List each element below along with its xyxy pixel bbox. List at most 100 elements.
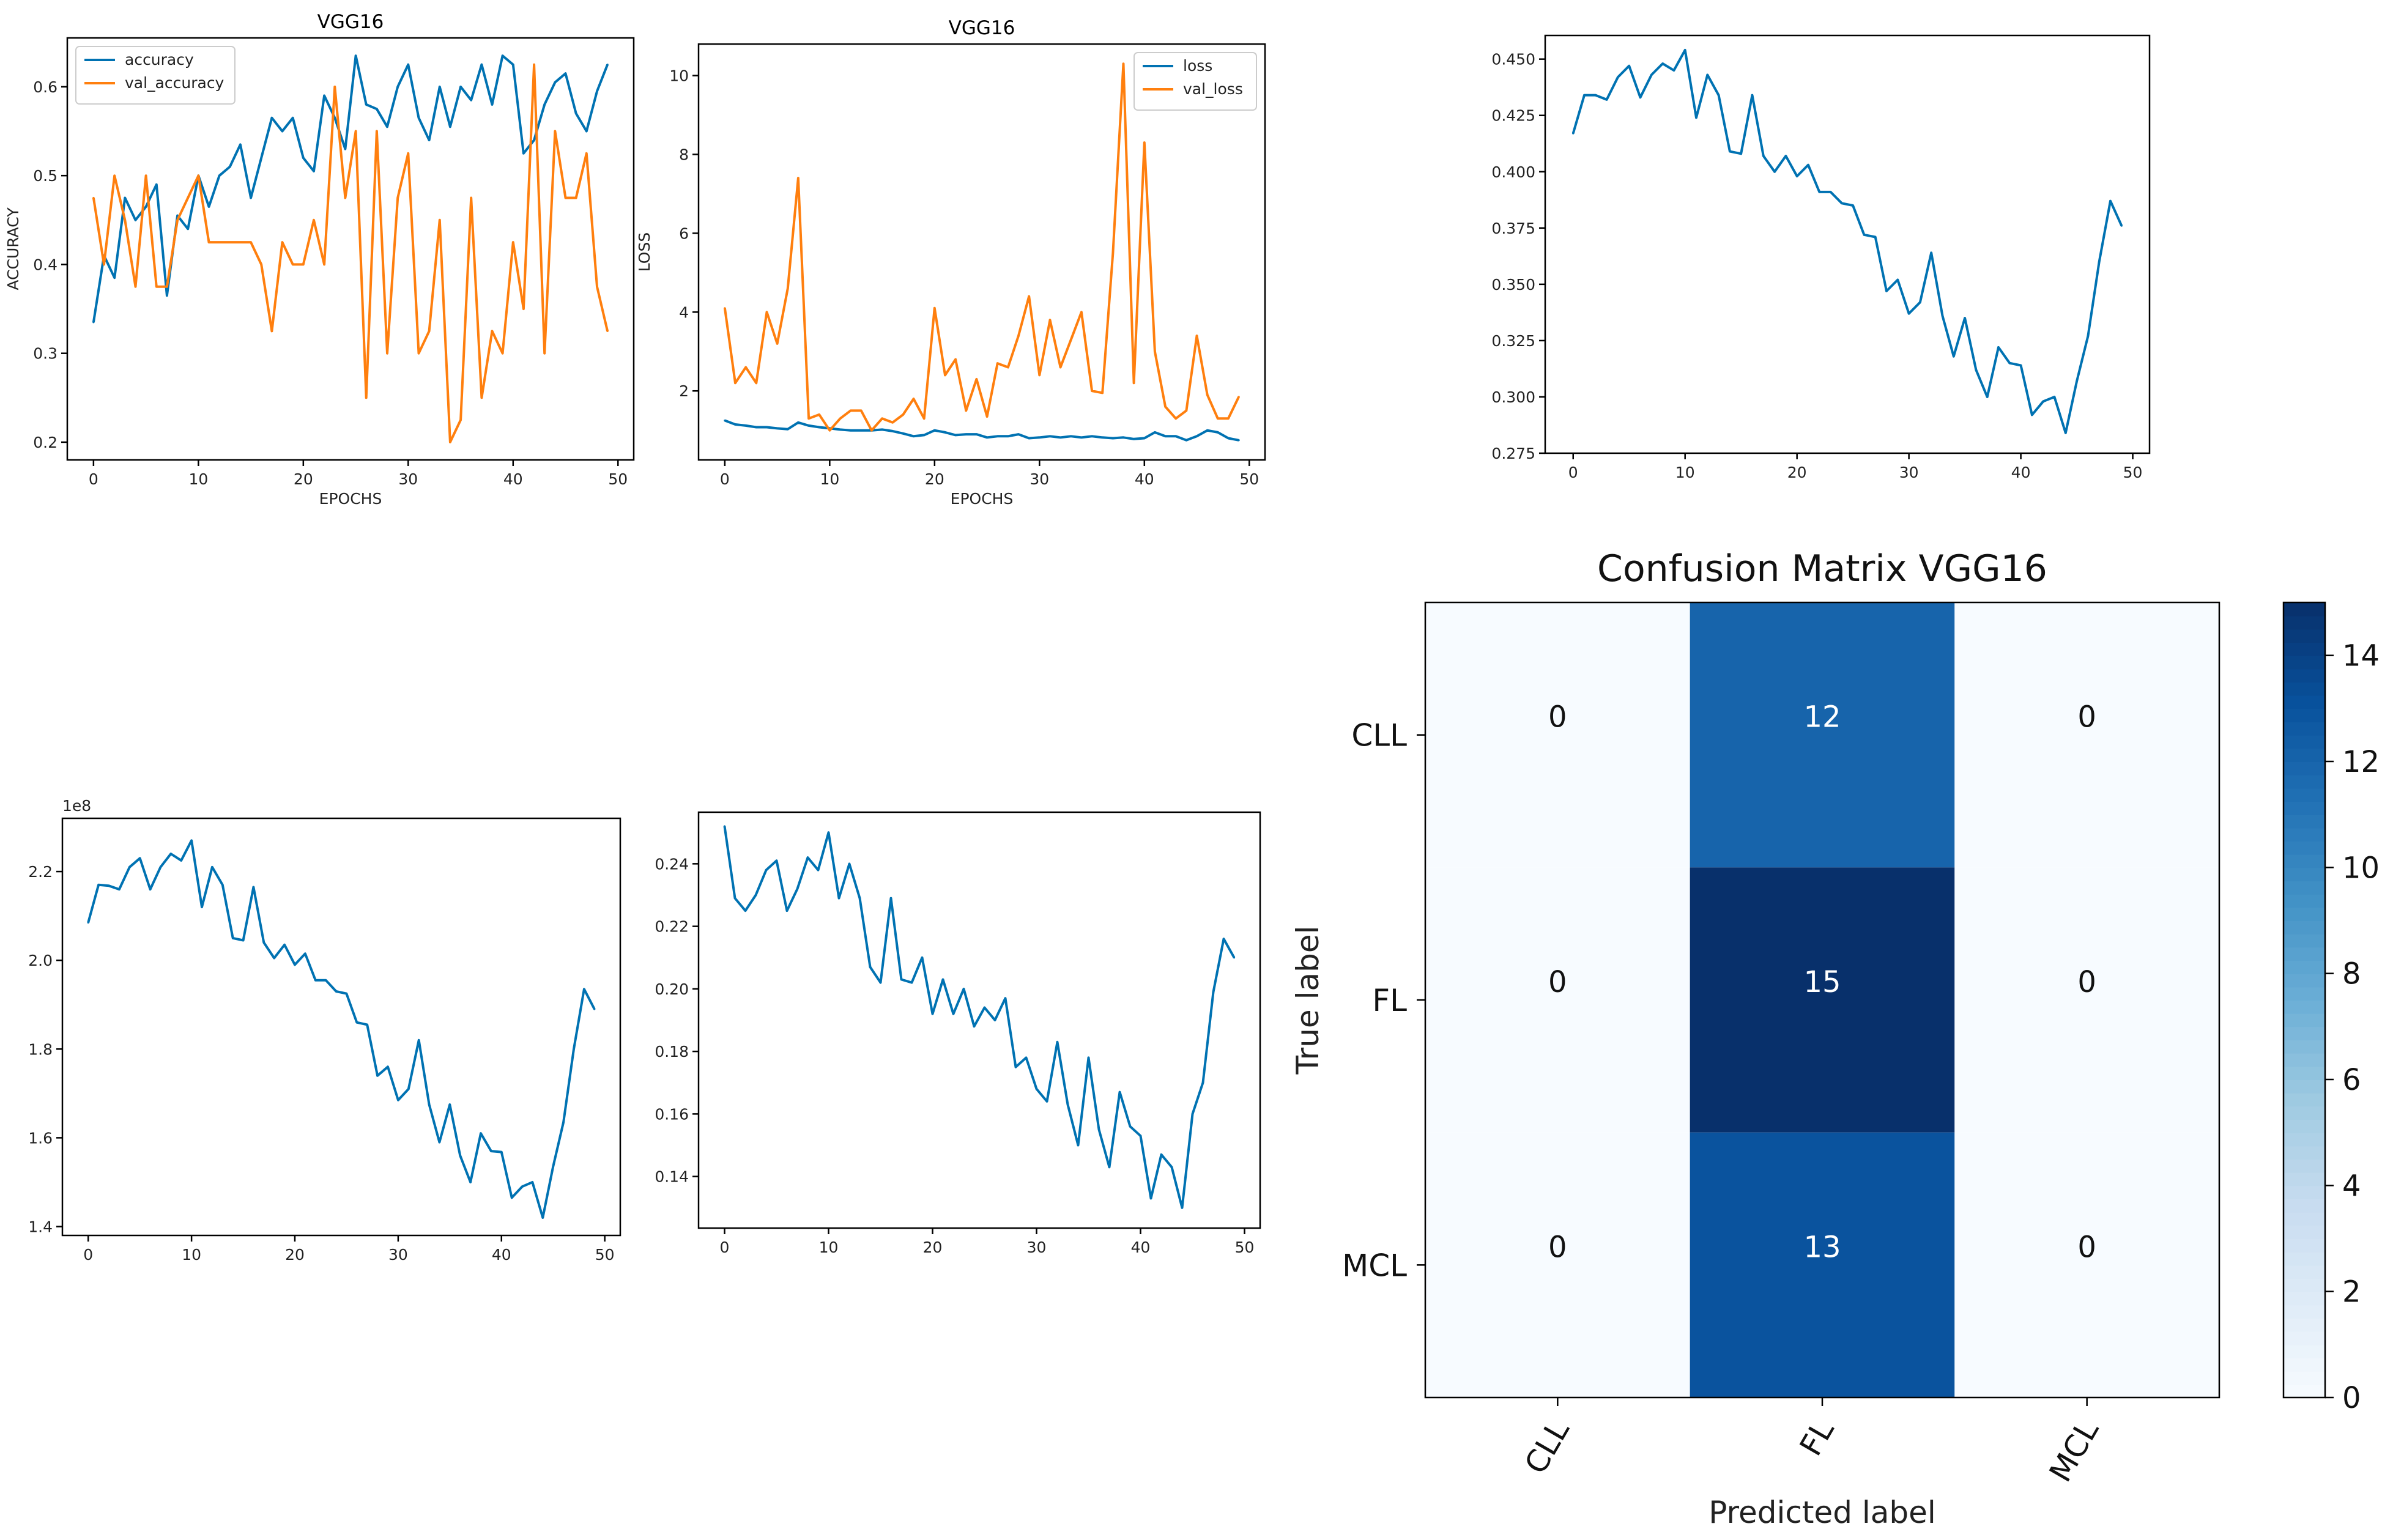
data-point-accuracy (113, 276, 116, 279)
data-point-loss (933, 429, 936, 432)
data-point-val-loss (1133, 382, 1135, 384)
colorbar-segment (2284, 947, 2325, 961)
data-point-series (848, 862, 851, 865)
data-point-series (1863, 234, 1866, 236)
colorbar-segment (2284, 894, 2325, 908)
x-tick-label: 50 (608, 470, 628, 488)
data-point-series (531, 1181, 534, 1183)
data-point-series (858, 897, 861, 900)
data-point-accuracy (218, 174, 221, 177)
y-tick-label: 0.350 (1491, 276, 1535, 294)
data-point-series (2098, 261, 2101, 263)
colorbar-segment (2284, 668, 2325, 683)
colorbar-segment (2284, 748, 2325, 762)
data-point-series (952, 1013, 955, 1015)
data-point-val-accuracy (313, 219, 315, 221)
data-point-series (2065, 432, 2067, 434)
data-point-series (169, 853, 172, 855)
data-point-loss (1133, 438, 1135, 440)
y-tick-label: 2.2 (28, 863, 53, 881)
data-point-val-accuracy (480, 396, 483, 399)
data-point-series (459, 1154, 461, 1157)
colorbar-segment (2284, 1265, 2325, 1279)
x-tick-label: 20 (285, 1246, 305, 1264)
data-point-series (511, 1196, 513, 1199)
data-point-series (149, 888, 152, 890)
data-point-loss (1143, 437, 1146, 440)
data-point-accuracy (270, 117, 273, 119)
data-point-val-accuracy (470, 196, 472, 199)
data-point-series (1684, 49, 1686, 51)
colorbar-segment (2284, 881, 2325, 895)
data-point-series (1975, 369, 1978, 371)
colorbar-segment (2284, 1172, 2325, 1186)
data-point-val-loss (818, 413, 820, 416)
data-point-accuracy (134, 219, 137, 221)
colorbar-segment (2284, 1278, 2325, 1292)
data-point-val-accuracy (113, 174, 116, 177)
data-point-series (796, 887, 799, 890)
data-point-val-accuracy (239, 241, 242, 243)
data-point-val-accuracy (218, 241, 221, 243)
data-point-val-loss (912, 398, 915, 400)
data-point-loss (965, 433, 967, 435)
y-tick-label: 0.24 (655, 855, 689, 873)
data-point-val-accuracy (176, 219, 179, 221)
data-point-series (407, 1087, 410, 1090)
data-point-accuracy (543, 103, 546, 106)
data-point-accuracy (606, 63, 609, 66)
data-point-series (252, 886, 255, 889)
data-point-loss (1111, 437, 1114, 440)
data-point-val-accuracy (522, 308, 525, 310)
data-point-series (583, 988, 585, 990)
data-point-series (232, 937, 234, 939)
colorbar-segment (2284, 1000, 2325, 1014)
data-point-accuracy (575, 112, 577, 115)
data-point-val-loss (1091, 390, 1093, 392)
data-point-series (521, 1185, 524, 1188)
data-point-series (1751, 94, 1754, 97)
data-point-series (765, 868, 768, 872)
data-point-val-loss (860, 409, 863, 412)
data-point-series (962, 988, 965, 990)
data-point-series (983, 1006, 986, 1009)
data-point-accuracy (585, 130, 588, 133)
x-tick-label: 0 (720, 470, 730, 488)
data-point-val-loss (1174, 417, 1177, 420)
colorbar-segment (2284, 1318, 2325, 1332)
colorbar-tick-label: 4 (2342, 1169, 2361, 1203)
data-point-accuracy (459, 86, 462, 88)
y-axis-label: ACCURACY (4, 207, 22, 291)
data-point-series (1139, 1135, 1142, 1137)
data-point-loss (954, 434, 957, 436)
data-point-loss (1164, 435, 1167, 437)
data-point-series (1035, 1087, 1038, 1090)
data-point-val-accuracy (103, 263, 105, 266)
data-point-series (785, 909, 788, 912)
colorbar-segment (2284, 1026, 2325, 1040)
data-point-val-loss (839, 417, 842, 420)
colorbar-tick-label: 12 (2342, 745, 2380, 779)
data-point-series (889, 897, 892, 900)
x-tick-label: 20 (294, 470, 313, 488)
data-point-val-accuracy (354, 130, 357, 133)
colorbar-tick-label: 8 (2342, 957, 2361, 991)
data-point-loss (1059, 436, 1062, 439)
data-point-loss (912, 435, 915, 437)
y-tick-label: 1.8 (28, 1040, 53, 1058)
colorbar-segment (2284, 1146, 2325, 1160)
data-point-val-accuracy (606, 330, 609, 332)
data-point-accuracy (512, 63, 514, 66)
data-point-val-loss (1164, 405, 1167, 408)
data-point-series (242, 939, 245, 942)
series-line-series (1571, 48, 2123, 434)
data-point-series (1233, 957, 1236, 959)
data-point-val-loss (975, 378, 978, 380)
data-point-series (1056, 1041, 1059, 1043)
data-point-series (1212, 991, 1215, 993)
y-tick-label: 8 (679, 146, 689, 163)
data-point-loss (891, 430, 894, 432)
data-point-val-accuracy (585, 152, 588, 155)
colorbar-segment (2284, 1199, 2325, 1213)
